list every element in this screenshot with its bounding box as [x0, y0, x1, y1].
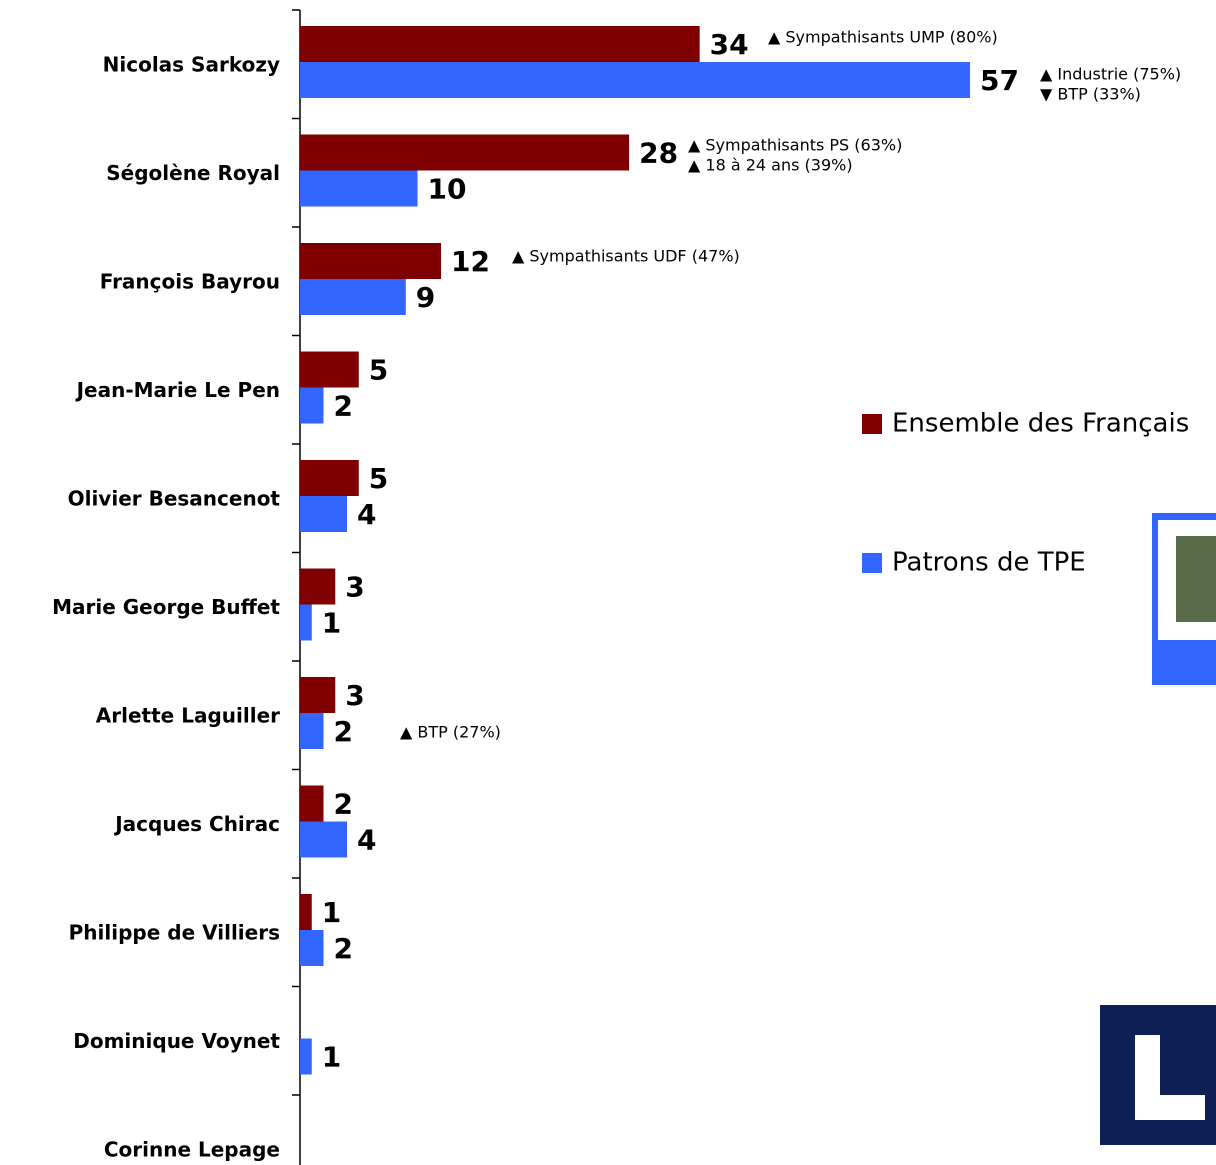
category-label: François Bayrou — [100, 270, 280, 294]
category-label: Jean-Marie Le Pen — [75, 378, 280, 402]
value-label: 2 — [334, 788, 353, 821]
bar — [300, 387, 324, 424]
bar — [300, 677, 336, 713]
annotation: ▲ Sympathisants UMP (80%) — [768, 28, 998, 47]
annotation: ▲ 18 à 24 ans (39%) — [688, 156, 853, 175]
value-label: 4 — [357, 824, 376, 857]
value-label: 4 — [357, 498, 376, 531]
bar — [300, 62, 970, 98]
value-label: 2 — [334, 390, 353, 423]
value-label: 3 — [345, 571, 364, 604]
bar — [300, 894, 312, 930]
bar — [300, 134, 630, 171]
annotation: ▼ BTP (33%) — [1040, 85, 1141, 104]
value-label: 2 — [334, 932, 353, 965]
bar — [300, 496, 348, 532]
legend-label: Ensemble des Français — [892, 409, 1189, 439]
bar — [300, 351, 359, 388]
value-label: 5 — [369, 462, 388, 495]
annotation: ▲ Sympathisants PS (63%) — [688, 136, 902, 155]
value-label: 57 — [980, 64, 1019, 97]
legend-swatch — [862, 414, 882, 434]
category-label: Philippe de Villiers — [69, 921, 280, 945]
bar — [300, 460, 359, 496]
card — [1152, 513, 1216, 685]
bar — [300, 713, 324, 749]
value-label: 28 — [639, 137, 678, 170]
value-label: 34 — [710, 28, 749, 61]
category-label: Marie George Buffet — [52, 595, 280, 619]
annotation: ▲ Industrie (75%) — [1040, 65, 1181, 84]
value-label: 10 — [428, 173, 467, 206]
value-label: 12 — [451, 245, 490, 278]
logo-letter — [1135, 1035, 1205, 1120]
category-label: Arlette Laguiller — [96, 704, 280, 728]
category-label: Jacques Chirac — [113, 812, 280, 836]
bar — [300, 279, 406, 315]
value-label: 1 — [322, 896, 341, 929]
card-photo — [1176, 536, 1216, 622]
bar — [300, 243, 442, 279]
bar — [300, 26, 700, 62]
bar — [300, 1038, 312, 1075]
bar — [300, 785, 324, 822]
value-label: 5 — [369, 354, 388, 387]
category-label: Corinne Lepage — [104, 1138, 280, 1162]
value-label: 3 — [345, 679, 364, 712]
annotation: ▲ Sympathisants UDF (47%) — [512, 247, 740, 266]
category-label: Olivier Besancenot — [68, 487, 281, 511]
value-label: 1 — [322, 607, 341, 640]
annotation: ▲ BTP (27%) — [400, 723, 501, 742]
value-label: 9 — [416, 281, 435, 314]
category-label: Nicolas Sarkozy — [103, 53, 280, 77]
value-label: 2 — [334, 715, 353, 748]
bar — [300, 930, 324, 966]
legend-label: Patrons de TPE — [892, 548, 1086, 578]
value-label: 1 — [322, 1041, 341, 1074]
legend-swatch — [862, 553, 882, 573]
bar — [300, 170, 418, 207]
category-label: Dominique Voynet — [73, 1029, 280, 1053]
bar — [300, 604, 312, 641]
logo — [1100, 1005, 1216, 1145]
bar — [300, 568, 336, 605]
bar — [300, 821, 348, 858]
category-label: Ségolène Royal — [106, 161, 280, 185]
